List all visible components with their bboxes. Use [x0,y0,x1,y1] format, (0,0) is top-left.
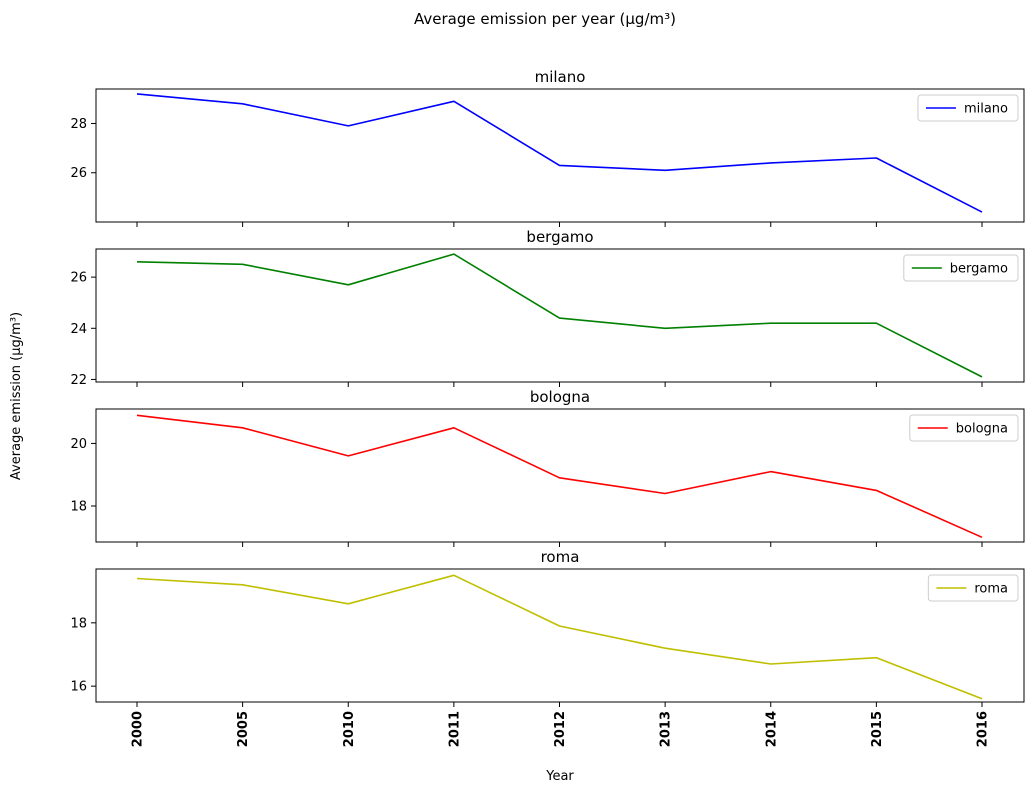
series-line-bergamo [136,253,983,378]
x-tick-label: 2011 [447,711,462,747]
x-tick-label: 2014 [764,711,779,747]
y-tick-label: 22 [70,373,87,388]
y-tick-label: 24 [70,322,87,337]
legend-box [909,414,1019,442]
series-line-bologna [136,414,983,539]
axes-frame [95,88,1025,223]
legend-label: milano [964,102,1008,117]
legend-label: bologna [956,422,1008,437]
legend-label: bergamo [950,262,1008,277]
legend: roma [927,574,1019,602]
subplot-roma: roma 16 18 roma [70,548,1025,707]
x-tick-label: 2016 [976,711,991,747]
y-axis-label: Average emission (µg/m³) [9,312,24,480]
x-tick-label: 2005 [236,711,251,747]
series-line-milano [136,93,983,213]
subplot-bologna: bologna 18 20 bologna [70,388,1025,547]
y-tick-label: 26 [70,271,87,286]
y-tick-label: 18 [70,616,87,631]
legend-box [917,94,1019,122]
subplot-title: bologna [530,388,590,406]
y-tick-label: 20 [70,437,87,452]
x-tick-label: 2013 [659,711,674,747]
subplot-bergamo: bergamo 22 24 26 bergamo [70,228,1025,388]
subplot-title: roma [541,548,580,566]
subplot-milano: milano 26 28 milano [70,68,1025,227]
y-tick-label: 26 [70,166,87,181]
axes-frame [95,408,1025,543]
axes-frame [95,568,1025,703]
legend-box [903,254,1019,282]
chart-title: Average emission per year (µg/m³) [414,10,676,28]
series-line-roma [136,574,983,700]
x-tick-label: 2000 [131,711,146,747]
axes-frame [95,248,1025,383]
y-tick-label: 16 [70,680,87,695]
y-tick-label: 28 [70,117,87,132]
subplot-title: bergamo [526,228,593,246]
subplot-title: milano [535,68,586,86]
legend-label: roma [974,582,1008,597]
x-tick-label: 2010 [342,711,357,747]
legend: milano [917,94,1019,122]
y-tick-label: 18 [70,500,87,515]
x-axis-label: Year [545,769,574,784]
legend: bologna [909,414,1019,442]
x-tick-label: 2012 [553,711,568,747]
x-tick-label: 2015 [870,711,885,747]
legend-box [927,574,1019,602]
legend: bergamo [903,254,1019,282]
